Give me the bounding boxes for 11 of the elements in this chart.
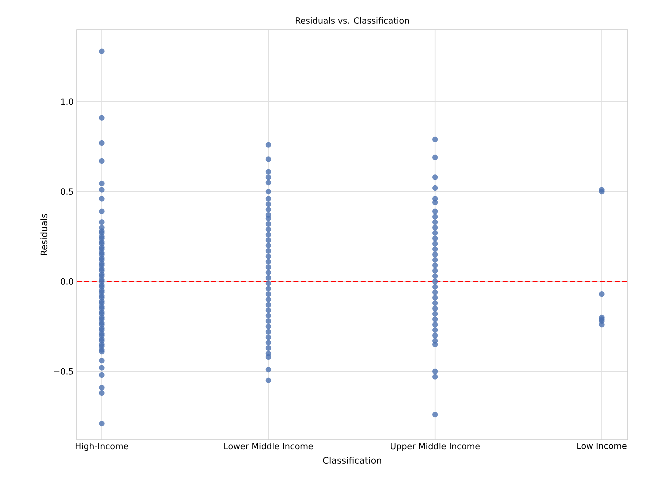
y-tick-label: 0.5 [61, 188, 74, 196]
x-axis-title: Classification [323, 457, 382, 464]
x-tick-label: Upper Middle Income [390, 443, 480, 452]
x-tick-label: High-Income [76, 443, 128, 452]
y-tick-label: 0.0 [61, 278, 74, 285]
x-tick-label: Low Income [578, 443, 627, 450]
x-tick-label: Lower Middle Income [224, 443, 314, 450]
y-tick-label: −0.5 [54, 368, 74, 375]
y-axis-title: Residuals [40, 214, 48, 256]
y-tick-label: 1.0 [61, 98, 74, 106]
chart-title: Residuals vs. Classification [296, 17, 410, 24]
